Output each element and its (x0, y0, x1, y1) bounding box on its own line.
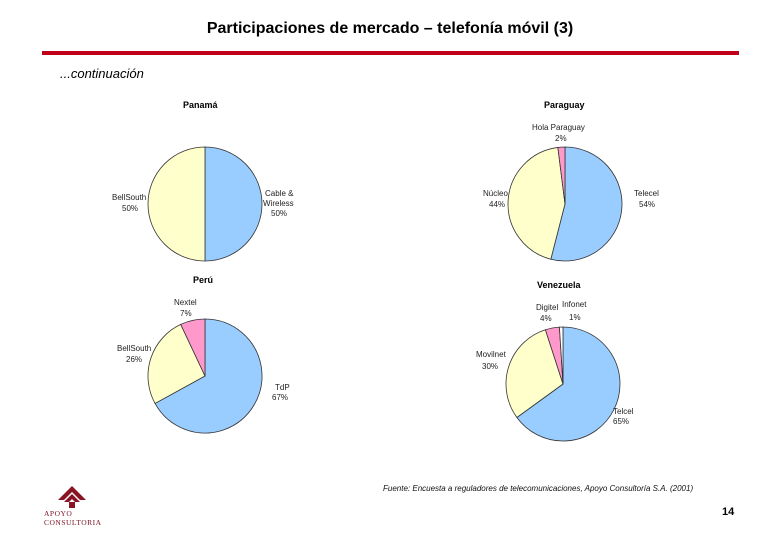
apoyo-logo: APOYO CONSULTORIA (44, 486, 102, 527)
label-digitel-pct: 4% (540, 314, 552, 323)
pie-slice-per-nextel (180, 318, 206, 377)
label-tdp: TdP (275, 383, 290, 392)
label-infonet: Infonet (562, 300, 587, 309)
label-digitel: Digitel (536, 303, 558, 312)
pie-slice-venezuela-telcel (516, 326, 621, 442)
label-bellsouth-peru: BellSouth (117, 344, 151, 353)
label-movilnet-pct: 30% (482, 362, 498, 371)
page-title: Participaciones de mercado – telefonía m… (206, 20, 574, 37)
subtitle: ...continuación (60, 66, 144, 81)
pie-venezuela: Venezuela Digitel 4% Infonet 1% Movilnet… (476, 280, 634, 442)
pie-peru: Perú Nextel 7% BellSouth 26% TdP 67% (117, 275, 290, 434)
label-nucleo: Núcleo (483, 189, 508, 198)
logo-line2: CONSULTORIA (44, 518, 102, 527)
label-bellsouth-panama-pct: 50% (122, 204, 138, 213)
label-nextel: Nextel (174, 298, 197, 307)
label-nucleo-pct: 44% (489, 200, 505, 209)
label-cable-wireless-1: Cable & (265, 189, 294, 198)
pie-slice-panam-cable (204, 146, 263, 262)
pie-slice-panam-bellsouth (147, 146, 206, 262)
pie-paraguay: Paraguay Hola Paraguay 2% Núcleo 44% Tel… (483, 100, 659, 262)
label-telcel: Telcel (613, 407, 634, 416)
title-rule (42, 51, 739, 55)
label-hola-paraguay: Hola Paraguay (532, 123, 585, 132)
logo-line1: APOYO (44, 509, 72, 518)
source-note: Fuente: Encuesta a reguladores de teleco… (383, 484, 694, 493)
label-telecel-pct: 54% (639, 200, 655, 209)
label-cable-wireless-pct: 50% (271, 209, 287, 218)
label-telecel: Telecel (634, 189, 659, 198)
pie-title-panama: Panamá (183, 100, 219, 110)
pie-title-venezuela: Venezuela (537, 280, 582, 290)
pie-slice-paraguay-holaparaguay (557, 146, 566, 205)
label-nextel-pct: 7% (180, 309, 192, 318)
label-movilnet: Movilnet (476, 350, 507, 359)
pie-panama: Panamá Cable & Wireless 50% BellSouth 50… (112, 100, 294, 262)
label-infonet-pct: 1% (569, 313, 581, 322)
pie-title-peru: Perú (193, 275, 213, 285)
label-bellsouth-peru-pct: 26% (126, 355, 142, 364)
pie-slice-venezuela-infonet (558, 326, 564, 385)
apoyo-emblem-icon (58, 486, 86, 508)
pie-slice-paraguay-ncleo (507, 147, 566, 260)
label-bellsouth-panama: BellSouth (112, 193, 146, 202)
label-hola-paraguay-pct: 2% (555, 134, 567, 143)
pie-slice-per-tdp (154, 318, 263, 434)
pie-slice-venezuela-movilnet (505, 329, 564, 419)
pie-title-paraguay: Paraguay (544, 100, 585, 110)
page-number: 14 (722, 506, 735, 518)
label-tdp-pct: 67% (272, 393, 288, 402)
pie-slice-per-bellsouth (147, 323, 206, 405)
label-cable-wireless-2: Wireless (263, 199, 294, 208)
pie-slice-paraguay-telecel (550, 146, 623, 262)
label-telcel-pct: 65% (613, 417, 629, 426)
